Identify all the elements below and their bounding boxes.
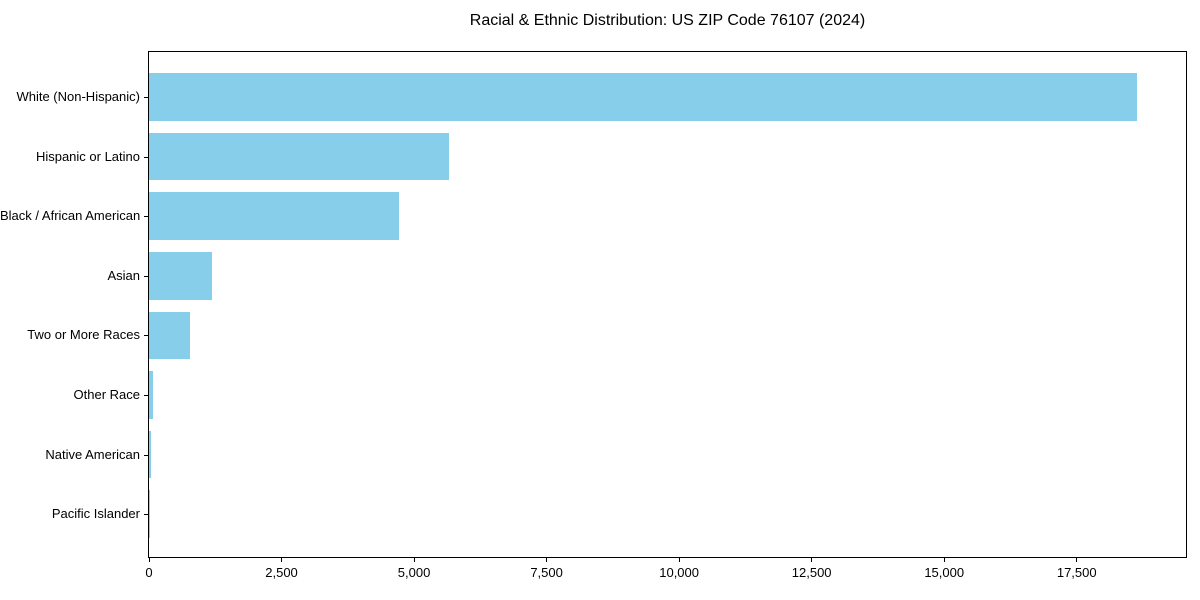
y-tick-mark [144, 335, 148, 337]
x-tick-mark [1076, 558, 1078, 562]
y-axis-label: Pacific Islander [51, 506, 140, 522]
y-tick-mark [144, 275, 148, 277]
x-tick-label: 17,500 [1056, 565, 1097, 580]
x-tick-label: 15,000 [924, 565, 965, 580]
x-tick-mark [546, 558, 548, 562]
y-tick-mark [144, 454, 148, 456]
x-tick-mark [943, 558, 945, 562]
x-tick-mark [811, 558, 813, 562]
y-axis-label: Two or More Races [27, 327, 140, 343]
bar [149, 430, 151, 479]
x-tick-label: 12,500 [791, 565, 832, 580]
x-tick-label: 7,500 [530, 565, 563, 580]
y-axis-label: Native American [45, 446, 140, 462]
x-tick-mark [678, 558, 680, 562]
chart-title: Racial & Ethnic Distribution: US ZIP Cod… [469, 12, 866, 29]
y-axis-label: Asian [107, 267, 140, 283]
bar [149, 252, 212, 300]
bar [149, 371, 153, 419]
plot-area [148, 51, 1187, 558]
y-tick-mark [144, 216, 148, 218]
y-tick-mark [144, 514, 148, 516]
x-tick-mark [281, 558, 283, 562]
x-tick-label: 0 [145, 565, 153, 580]
x-tick-label: 10,000 [659, 565, 699, 580]
y-tick-mark [144, 97, 148, 98]
bar [149, 490, 150, 538]
x-tick-label: 5,000 [397, 565, 431, 580]
y-axis-label: Hispanic or Latino [35, 148, 140, 164]
bar [149, 192, 399, 240]
y-axis-label: White (Non-Hispanic) [16, 89, 140, 104]
y-axis-label: Other Race [73, 387, 140, 402]
y-axis-label: Black / African American [0, 208, 141, 224]
x-tick-mark [413, 558, 415, 562]
x-tick-mark [148, 558, 150, 562]
y-tick-mark [144, 395, 148, 396]
bar [149, 73, 1137, 121]
bar [149, 311, 191, 360]
bar [149, 132, 449, 181]
y-tick-mark [144, 156, 148, 158]
x-tick-label: 2,500 [265, 565, 298, 580]
